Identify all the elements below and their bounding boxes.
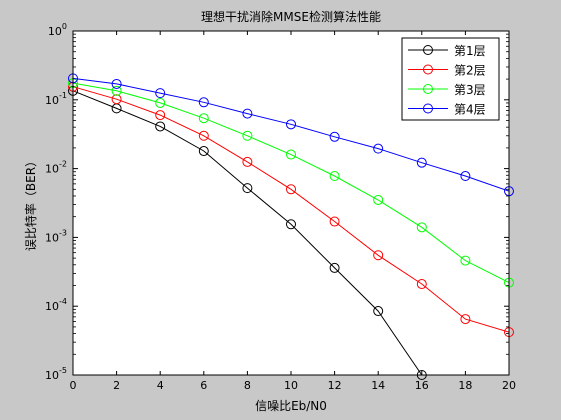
data-point xyxy=(198,97,209,108)
y-tick-label: 10-1 xyxy=(45,91,67,107)
data-point xyxy=(416,222,427,233)
x-tick-label: 16 xyxy=(415,379,429,392)
legend-marker xyxy=(423,84,433,94)
data-point xyxy=(329,171,340,182)
legend-label: 第3层 xyxy=(454,83,486,97)
series-2 xyxy=(68,81,514,338)
data-point xyxy=(155,110,166,121)
data-point xyxy=(373,250,384,261)
data-point xyxy=(416,279,427,290)
data-point xyxy=(242,108,253,119)
data-point xyxy=(155,121,166,132)
data-point xyxy=(111,78,122,89)
data-point xyxy=(286,149,296,160)
y-tick-label: 10-3 xyxy=(45,228,67,244)
x-tick-label: 2 xyxy=(113,379,120,392)
x-tick-label: 20 xyxy=(502,379,516,392)
y-axis-label: 误比特率（BER） xyxy=(23,155,38,251)
data-point xyxy=(286,184,296,195)
data-point xyxy=(373,194,384,205)
legend-marker xyxy=(423,64,433,75)
data-point xyxy=(155,97,166,108)
data-point xyxy=(155,88,166,99)
x-tick-label: 8 xyxy=(244,379,251,392)
legend-marker xyxy=(423,45,433,55)
chart-title: 理想干扰消除MMSE检测算法性能 xyxy=(201,9,381,24)
data-point xyxy=(242,183,253,194)
data-point xyxy=(111,85,122,96)
x-tick-label: 4 xyxy=(157,379,164,392)
legend-box xyxy=(401,37,500,121)
series-line xyxy=(72,86,510,333)
x-tick-label: 18 xyxy=(458,379,472,392)
data-point xyxy=(373,143,384,154)
plot-frame xyxy=(72,30,510,376)
data-point xyxy=(373,306,384,317)
x-tick-label: 0 xyxy=(70,379,77,392)
data-point xyxy=(198,130,209,141)
series-line xyxy=(72,77,510,192)
data-point xyxy=(460,314,471,325)
data-point xyxy=(286,119,296,130)
y-tick-label: 100 xyxy=(48,22,67,38)
y-tick-label: 10-4 xyxy=(45,297,67,313)
data-point xyxy=(111,94,122,105)
series-line xyxy=(72,90,423,376)
y-tick-label: 10-2 xyxy=(45,160,67,176)
y-tick-label: 10-5 xyxy=(45,366,67,382)
x-tick-label: 12 xyxy=(328,379,342,392)
data-point xyxy=(460,171,471,182)
data-point xyxy=(416,157,427,168)
legend-label: 第1层 xyxy=(454,44,486,58)
series-line xyxy=(72,82,510,284)
data-point xyxy=(460,255,471,266)
data-point xyxy=(329,216,340,227)
data-point xyxy=(198,113,209,124)
data-point xyxy=(329,262,340,273)
data-point xyxy=(242,130,253,141)
x-tick-label: 14 xyxy=(371,379,385,392)
data-point xyxy=(242,156,253,167)
x-tick-label: 10 xyxy=(284,379,298,392)
data-point xyxy=(286,219,296,230)
x-tick-label: 6 xyxy=(200,379,207,392)
legend-marker xyxy=(423,103,433,114)
legend-label: 第2层 xyxy=(454,64,486,78)
x-axis-label: 信噪比Eb/N0 xyxy=(255,399,327,413)
legend-label: 第4层 xyxy=(454,103,486,117)
data-point xyxy=(198,146,209,157)
data-point xyxy=(329,131,340,142)
